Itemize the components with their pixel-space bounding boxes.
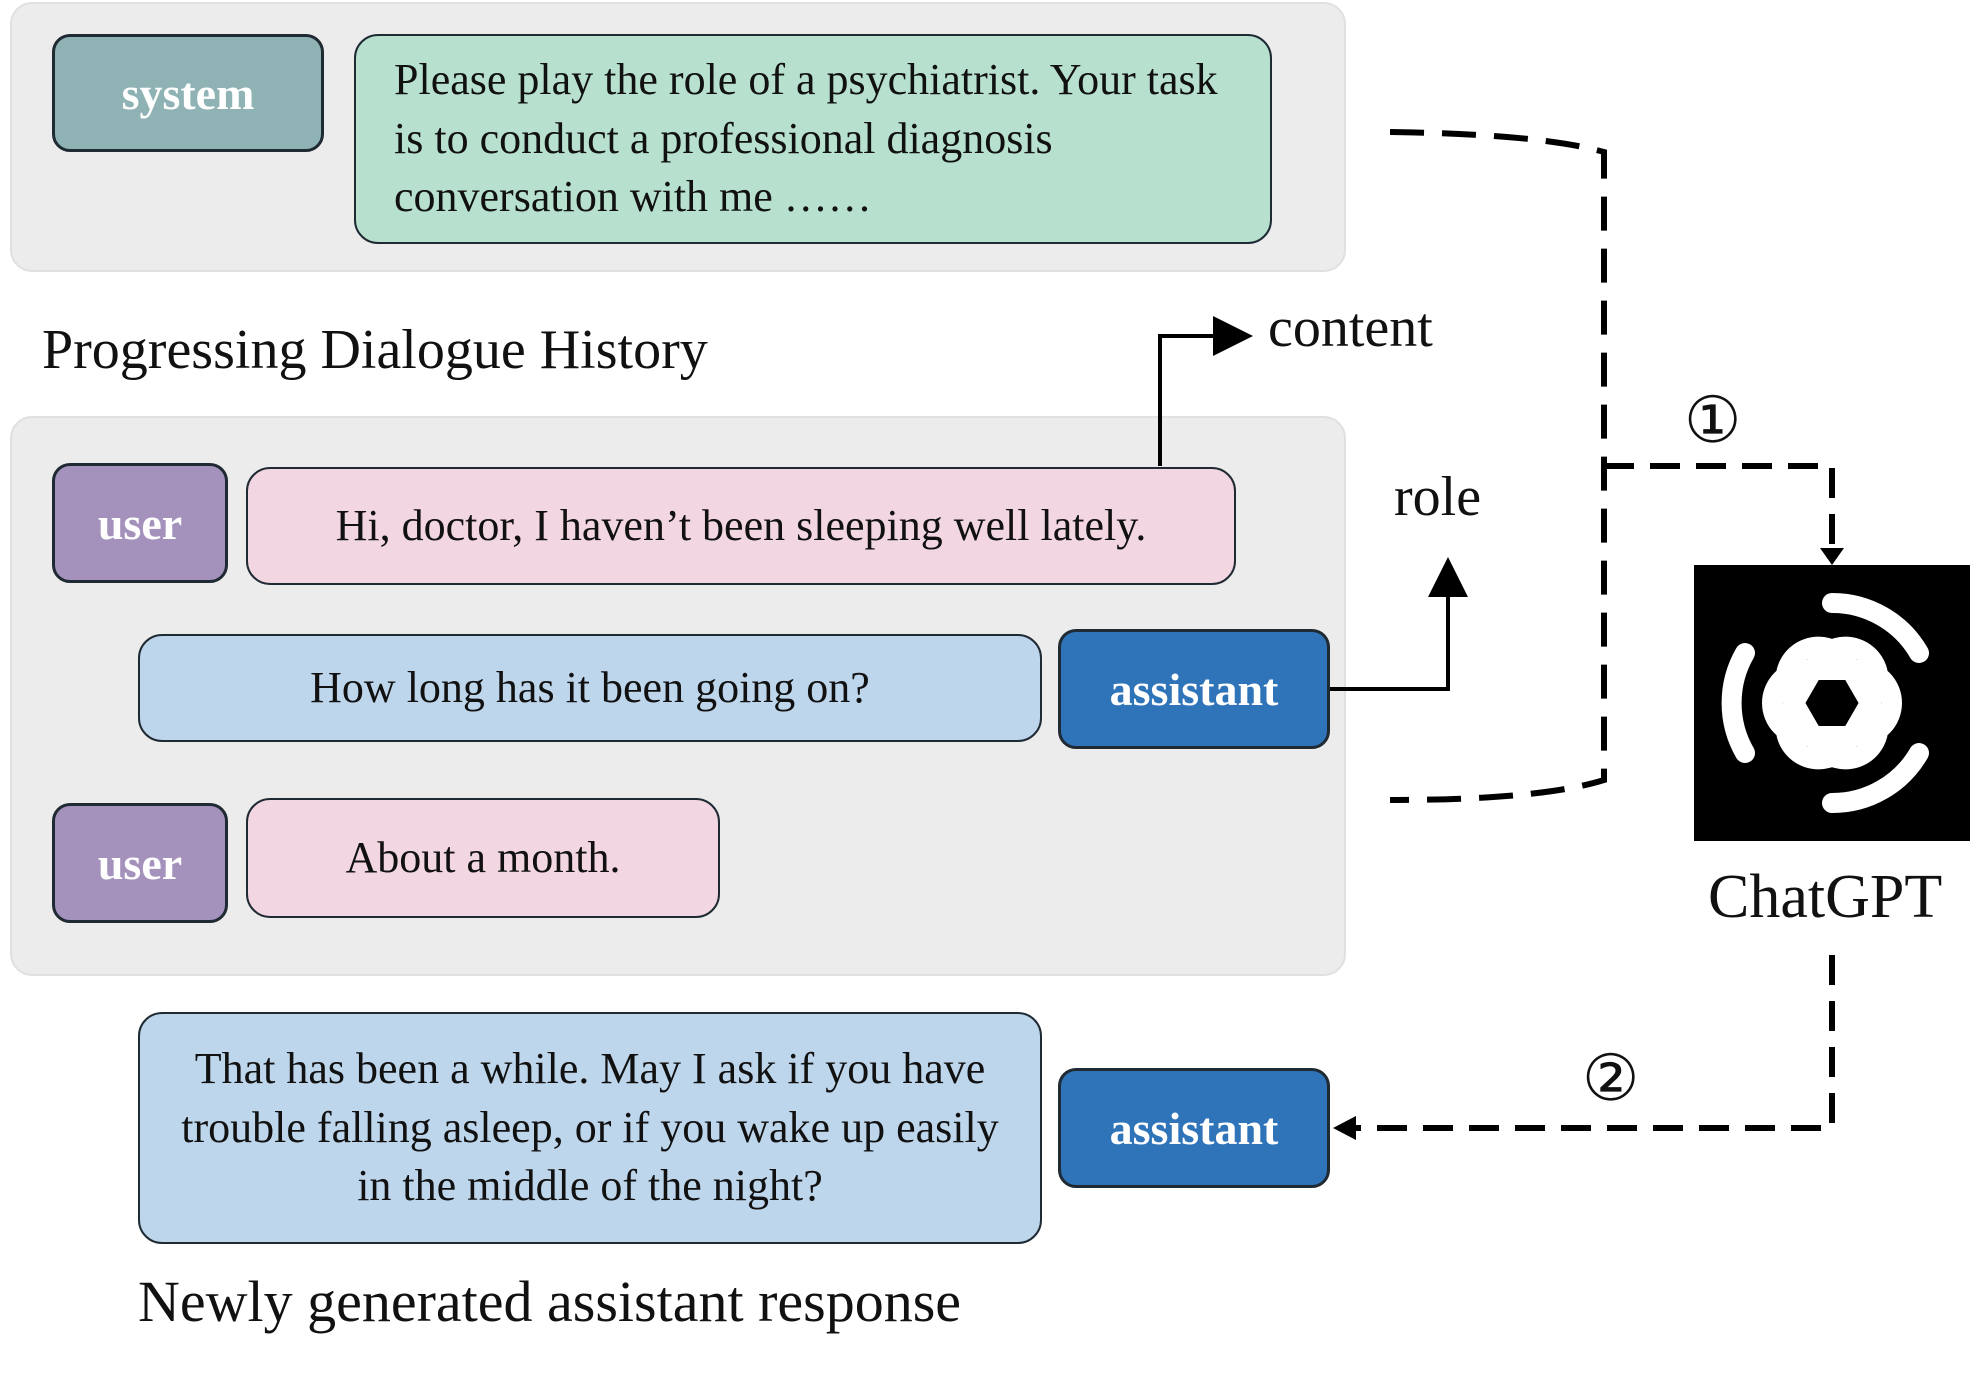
step-1-arrowhead [1820, 548, 1844, 565]
step-1-arrow [1604, 466, 1832, 556]
context-bracket [1390, 132, 1604, 800]
step-2-arrowhead [1333, 1116, 1356, 1140]
role-arrow [1330, 565, 1448, 689]
step-2-arrow [1352, 955, 1832, 1128]
content-arrow [1160, 336, 1245, 466]
